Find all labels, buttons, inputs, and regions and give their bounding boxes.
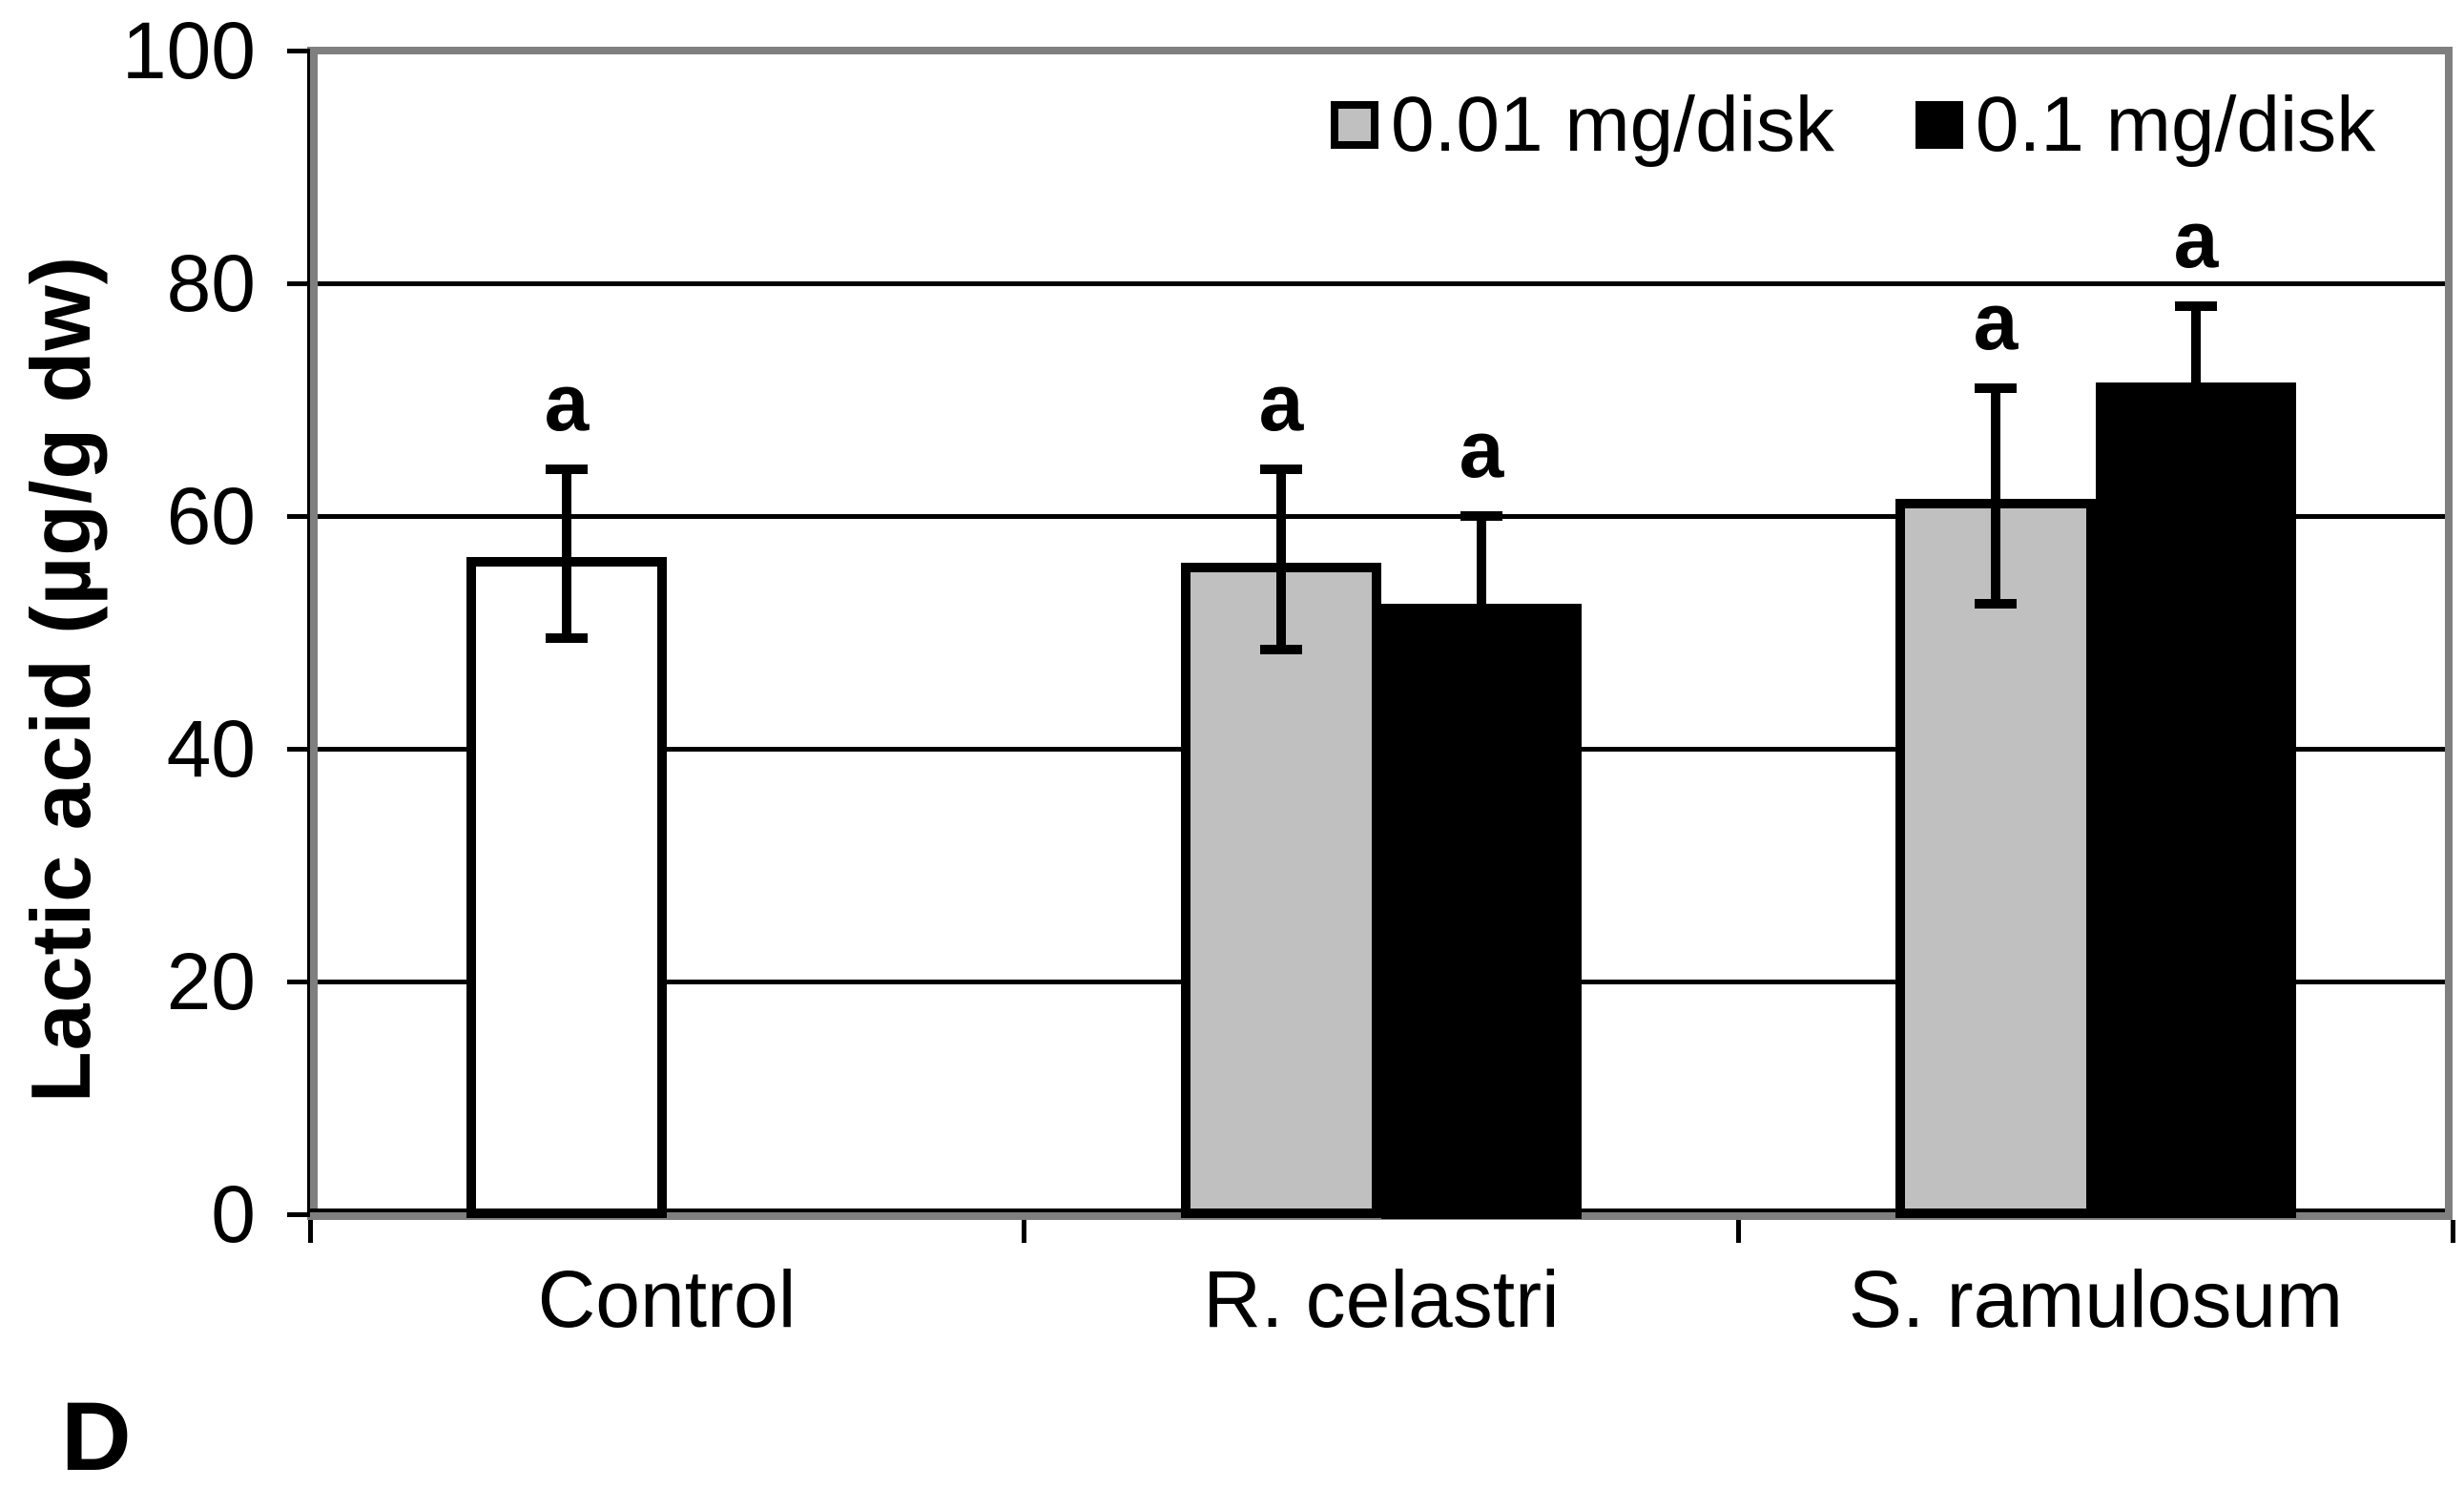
error-bar-cap-bottom xyxy=(2175,459,2217,468)
plot-border-right xyxy=(2445,47,2453,1220)
y-axis-tick xyxy=(287,980,310,984)
gridline xyxy=(315,514,2445,519)
y-tick-label: 60 xyxy=(166,471,256,561)
y-axis-title: Lactic acid (µg/g dw) xyxy=(13,255,108,1104)
y-tick-label: 20 xyxy=(166,937,256,1026)
y-axis-tick xyxy=(287,1212,310,1217)
error-bar-cap-top xyxy=(1460,511,1502,521)
error-bar-cap-top xyxy=(546,465,588,474)
y-tick-label: 40 xyxy=(166,704,256,794)
legend: 0.01 mg/disk 0.1 mg/disk xyxy=(1331,81,2375,169)
y-tick-label: 0 xyxy=(211,1169,256,1259)
legend-label-0-01-mg-disk: 0.01 mg/disk xyxy=(1391,81,1834,168)
error-bar-cap-bottom xyxy=(546,633,588,643)
significance-label: a xyxy=(1258,358,1304,447)
y-tick-label: 100 xyxy=(121,6,256,95)
y-axis-tick xyxy=(287,747,310,752)
bar-control-control xyxy=(466,557,667,1218)
x-category-label-r-celastri: R. celastri xyxy=(1203,1254,1560,1344)
gridline xyxy=(315,281,2445,286)
y-axis-line xyxy=(307,51,310,1214)
error-bar-cap-bottom xyxy=(1260,645,1302,654)
legend-item-0-01-mg-disk: 0.01 mg/disk xyxy=(1331,81,1834,169)
error-bar-cap-bottom xyxy=(1975,599,2017,609)
y-tick-label: 80 xyxy=(166,238,256,328)
y-axis-tick xyxy=(287,281,310,286)
plot-border-top xyxy=(307,47,2453,54)
x-axis-tick xyxy=(308,1220,313,1243)
bar-s-ramulosum-0-1-mg-disk xyxy=(2096,382,2296,1218)
significance-label: a xyxy=(1973,277,2019,366)
significance-label: a xyxy=(2173,195,2219,284)
legend-label-0-1-mg-disk: 0.1 mg/disk xyxy=(1975,81,2376,168)
x-axis-tick xyxy=(1736,1220,1741,1243)
x-category-label-s-ramulosum: S. ramulosum xyxy=(1848,1254,2344,1344)
x-axis-tick xyxy=(1022,1220,1026,1243)
x-category-label-control: Control xyxy=(537,1254,797,1344)
error-bar-cap-top xyxy=(1260,465,1302,474)
significance-label: a xyxy=(1459,404,1504,494)
bar-s-ramulosum-0-01-mg-disk xyxy=(1895,499,2096,1218)
error-bar-line xyxy=(1276,469,1286,650)
y-axis-tick xyxy=(287,49,310,53)
error-bar-cap-top xyxy=(1975,383,2017,393)
error-bar-cap-bottom xyxy=(1460,686,1502,695)
error-bar-line xyxy=(562,469,571,638)
error-bar-line xyxy=(1477,516,1486,691)
bar-r-celastri-0-1-mg-disk xyxy=(1381,604,1582,1219)
error-bar-cap-top xyxy=(2175,301,2217,311)
bar-r-celastri-0-01-mg-disk xyxy=(1181,563,1381,1218)
error-bar-line xyxy=(1991,388,2000,604)
legend-item-0-1-mg-disk: 0.1 mg/disk xyxy=(1915,81,2375,169)
significance-label: a xyxy=(544,358,590,447)
legend-swatch-0-01-mg-disk xyxy=(1331,101,1378,149)
plot-border-left xyxy=(310,47,318,1220)
x-axis-tick xyxy=(2451,1220,2455,1243)
panel-letter: D xyxy=(61,1382,132,1491)
legend-swatch-0-1-mg-disk xyxy=(1915,101,1963,149)
error-bar-line xyxy=(2191,306,2201,464)
y-axis-tick xyxy=(287,514,310,519)
